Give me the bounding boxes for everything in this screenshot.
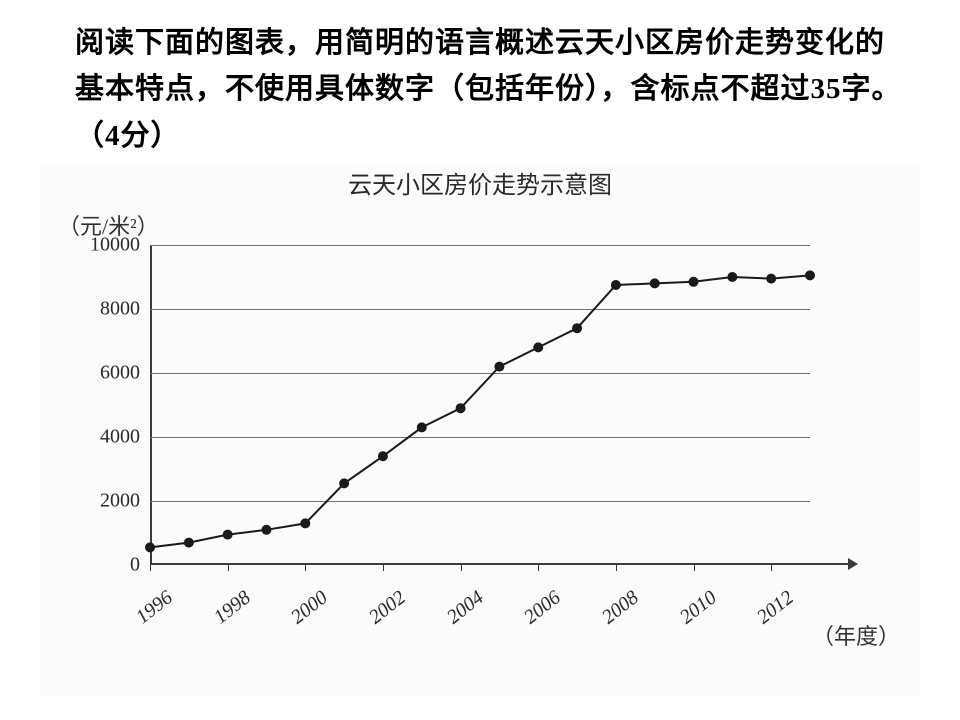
x-tick: [150, 565, 151, 571]
x-tick-label: 2012: [753, 586, 799, 629]
chart-title: 云天小区房价走势示意图: [40, 165, 920, 200]
data-marker: [533, 342, 543, 352]
line-chart-svg: [150, 245, 810, 565]
data-marker: [805, 270, 815, 280]
data-marker: [766, 274, 776, 284]
x-tick-label: 2002: [365, 586, 411, 629]
data-line: [150, 275, 810, 547]
data-marker: [456, 403, 466, 413]
plot-area: 0200040006000800010000 19961998200020022…: [150, 245, 810, 565]
x-tick-label: 1998: [209, 586, 255, 629]
y-tick-label: 4000: [50, 426, 140, 449]
data-marker: [378, 451, 388, 461]
y-tick-label: 6000: [50, 362, 140, 385]
x-tick: [771, 565, 772, 571]
data-marker: [689, 277, 699, 287]
data-marker: [184, 538, 194, 548]
x-tick: [694, 565, 695, 571]
x-tick: [538, 565, 539, 571]
x-axis-arrow-icon: [848, 558, 858, 570]
data-marker: [339, 478, 349, 488]
data-marker: [300, 518, 310, 528]
data-marker: [494, 362, 504, 372]
data-marker: [611, 280, 621, 290]
data-marker: [261, 525, 271, 535]
data-marker: [417, 422, 427, 432]
x-tick-label: 2004: [442, 586, 488, 629]
x-tick-label: 2000: [287, 586, 333, 629]
x-tick: [228, 565, 229, 571]
y-tick-label: 10000: [50, 234, 140, 257]
x-tick: [383, 565, 384, 571]
data-marker: [572, 323, 582, 333]
x-tick: [616, 565, 617, 571]
x-axis-unit: （年度）: [812, 619, 900, 651]
data-marker: [145, 542, 155, 552]
question-text: 阅读下面的图表，用简明的语言概述云天小区房价走势变化的基本特点，不使用具体数字（…: [75, 20, 905, 159]
data-marker: [650, 278, 660, 288]
y-tick-label: 8000: [50, 298, 140, 321]
x-tick-label: 2008: [598, 586, 644, 629]
data-marker: [727, 272, 737, 282]
y-tick-label: 0: [50, 554, 140, 577]
x-tick-label: 1996: [132, 586, 178, 629]
x-tick-label: 2010: [675, 586, 721, 629]
x-tick: [305, 565, 306, 571]
x-tick: [461, 565, 462, 571]
y-tick-label: 2000: [50, 490, 140, 513]
data-marker: [223, 530, 233, 540]
x-tick-label: 2006: [520, 586, 566, 629]
chart-container: 云天小区房价走势示意图 （元/米²） （年度） 0200040006000800…: [40, 165, 920, 695]
